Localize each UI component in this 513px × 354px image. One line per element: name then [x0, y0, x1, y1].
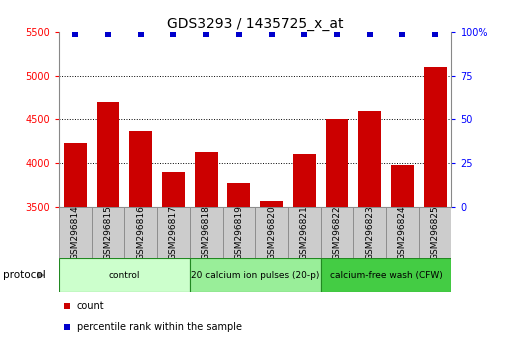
Point — [136, 31, 145, 36]
Text: percentile rank within the sample: percentile rank within the sample — [76, 322, 242, 332]
Title: GDS3293 / 1435725_x_at: GDS3293 / 1435725_x_at — [167, 17, 344, 31]
Text: protocol: protocol — [3, 270, 45, 280]
Bar — [255, 207, 288, 258]
Bar — [326, 119, 348, 207]
Bar — [293, 154, 315, 207]
Bar — [223, 207, 255, 258]
Bar — [129, 131, 152, 207]
Bar — [391, 165, 414, 207]
Text: GSM296822: GSM296822 — [332, 205, 342, 260]
Bar — [260, 201, 283, 207]
Bar — [190, 258, 321, 292]
Point — [398, 31, 406, 36]
Bar — [358, 111, 381, 207]
Text: GSM296821: GSM296821 — [300, 205, 309, 260]
Text: control: control — [109, 271, 140, 280]
Text: GSM296825: GSM296825 — [430, 205, 440, 260]
Bar — [321, 258, 451, 292]
Point — [366, 31, 374, 36]
Text: GSM296819: GSM296819 — [234, 205, 243, 260]
Text: 20 calcium ion pulses (20-p): 20 calcium ion pulses (20-p) — [191, 271, 320, 280]
Text: GSM296824: GSM296824 — [398, 205, 407, 260]
Text: GSM296820: GSM296820 — [267, 205, 276, 260]
Point — [63, 303, 71, 309]
Point — [104, 31, 112, 36]
Bar — [96, 102, 120, 207]
Bar — [353, 207, 386, 258]
Text: GSM296823: GSM296823 — [365, 205, 374, 260]
Bar — [92, 207, 125, 258]
Point — [71, 31, 80, 36]
Bar — [227, 183, 250, 207]
Bar — [64, 143, 87, 207]
Point — [300, 31, 308, 36]
Text: count: count — [76, 301, 104, 311]
Text: GSM296815: GSM296815 — [104, 205, 112, 260]
Bar — [288, 207, 321, 258]
Text: GSM296816: GSM296816 — [136, 205, 145, 260]
Point — [63, 325, 71, 330]
Bar — [190, 207, 223, 258]
Bar — [195, 152, 218, 207]
Point — [202, 31, 210, 36]
Point — [431, 31, 439, 36]
Point — [169, 31, 177, 36]
Point — [267, 31, 275, 36]
Bar — [162, 172, 185, 207]
Point — [333, 31, 341, 36]
Point — [235, 31, 243, 36]
Bar — [321, 207, 353, 258]
Text: GSM296814: GSM296814 — [71, 205, 80, 260]
Text: calcium-free wash (CFW): calcium-free wash (CFW) — [330, 271, 442, 280]
Text: GSM296817: GSM296817 — [169, 205, 178, 260]
Bar — [424, 67, 446, 207]
Bar — [59, 207, 92, 258]
Bar — [386, 207, 419, 258]
Text: GSM296818: GSM296818 — [202, 205, 211, 260]
Bar — [419, 207, 451, 258]
Bar — [59, 258, 190, 292]
Bar — [157, 207, 190, 258]
Bar — [124, 207, 157, 258]
